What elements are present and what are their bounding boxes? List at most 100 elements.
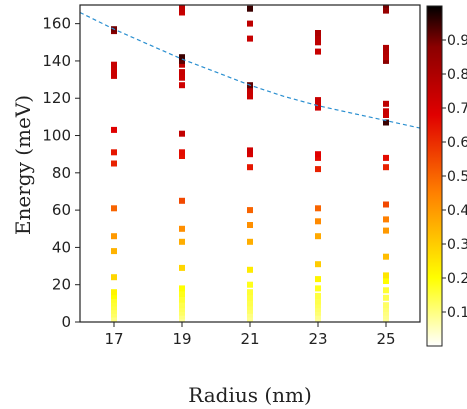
data-point [383,302,389,309]
data-point [247,307,253,314]
data-point [111,126,117,133]
data-point [383,253,389,260]
data-point [247,300,253,307]
data-point [247,294,253,301]
data-point [315,151,321,158]
colorbar-gradient [426,5,443,347]
data-point [315,104,321,111]
y-tick-label: 120 [42,89,71,107]
data-point [111,72,117,79]
colorbar-tick-label: 0.1 [447,305,467,321]
colorbar-tick-label: 0.6 [447,135,467,151]
data-point [179,302,185,309]
y-axis: 0 20 40 60 80 100 120 140 160 [42,15,80,331]
y-tick-label: 20 [52,276,71,294]
plot-area [79,4,421,323]
data-point [179,9,185,16]
data-point [247,304,253,311]
data-point [383,44,389,51]
data-point [111,304,117,311]
data-point [179,57,185,64]
colorbar-tick-label: 0.9 [447,33,467,49]
data-point [383,294,389,301]
x-axis: 17 19 21 23 25 [104,322,396,348]
data-point [179,264,185,271]
data-point [383,108,389,115]
data-point [111,248,117,255]
data-point [247,266,253,273]
data-point [179,291,185,297]
data-point [315,261,321,268]
data-point [315,30,321,36]
data-point [383,54,389,61]
data-point [383,100,389,107]
data-point [179,225,185,232]
colorbar: 0.1 0.2 0.3 0.4 0.5 0.6 0.7 0.8 0.9 [426,5,467,347]
data-point [179,69,185,76]
colorbar-tick-label: 0.3 [447,237,467,253]
data-point [315,305,321,312]
data-point [179,309,185,316]
data-point [179,296,185,303]
x-tick-label: 25 [376,330,395,348]
y-axis-title: Energy (meV) [11,95,35,235]
data-point [111,160,117,167]
x-tick-label: 21 [240,330,259,348]
data-point [111,61,117,68]
data-point [383,309,389,316]
colorbar-tick-label: 0.8 [447,67,467,83]
x-tick-label: 23 [308,330,327,348]
data-point [247,311,253,318]
data-point [247,281,253,288]
data-point [383,154,389,161]
data-point [315,205,321,212]
data-point [315,313,321,320]
colorbar-tick-label: 0.2 [447,271,467,287]
data-point [315,285,321,292]
data-point [247,315,253,322]
data-point [179,313,185,320]
data-point [111,296,117,303]
x-tick-label: 17 [104,330,123,348]
data-point [247,164,253,171]
data-point [179,5,185,12]
data-point [247,20,253,27]
y-tick-label: 80 [52,164,71,182]
data-point [179,54,185,61]
data-point [111,67,117,74]
data-point [247,289,253,296]
data-point [179,74,185,81]
y-tick-label: 0 [61,313,71,331]
plot-frame [79,4,421,323]
data-point [179,82,185,89]
data-point [383,48,389,55]
colorbar-tick-label: 0.5 [447,169,467,185]
data-point [179,305,185,312]
x-axis-title: Radius (nm) [188,383,312,407]
data-point [315,33,321,40]
data-point [383,216,389,223]
data-point [179,130,185,137]
data-point [383,313,389,320]
data-point [383,119,389,126]
data-point [247,93,253,100]
data-point [111,233,117,240]
data-point [383,164,389,171]
data-point [383,272,389,279]
data-point [179,285,185,292]
data-point [179,153,185,159]
data-point [111,205,117,212]
data-point [111,307,117,314]
data-point [315,233,321,240]
data-point [315,166,321,173]
y-tick-label: 60 [52,201,71,219]
fit-curve [79,11,421,129]
data-point [315,292,321,299]
data-point [247,222,253,228]
data-point [111,289,117,296]
data-point [247,87,253,94]
data-point [383,305,389,312]
data-point [247,5,253,12]
data-point [179,197,185,204]
data-point [315,298,321,305]
